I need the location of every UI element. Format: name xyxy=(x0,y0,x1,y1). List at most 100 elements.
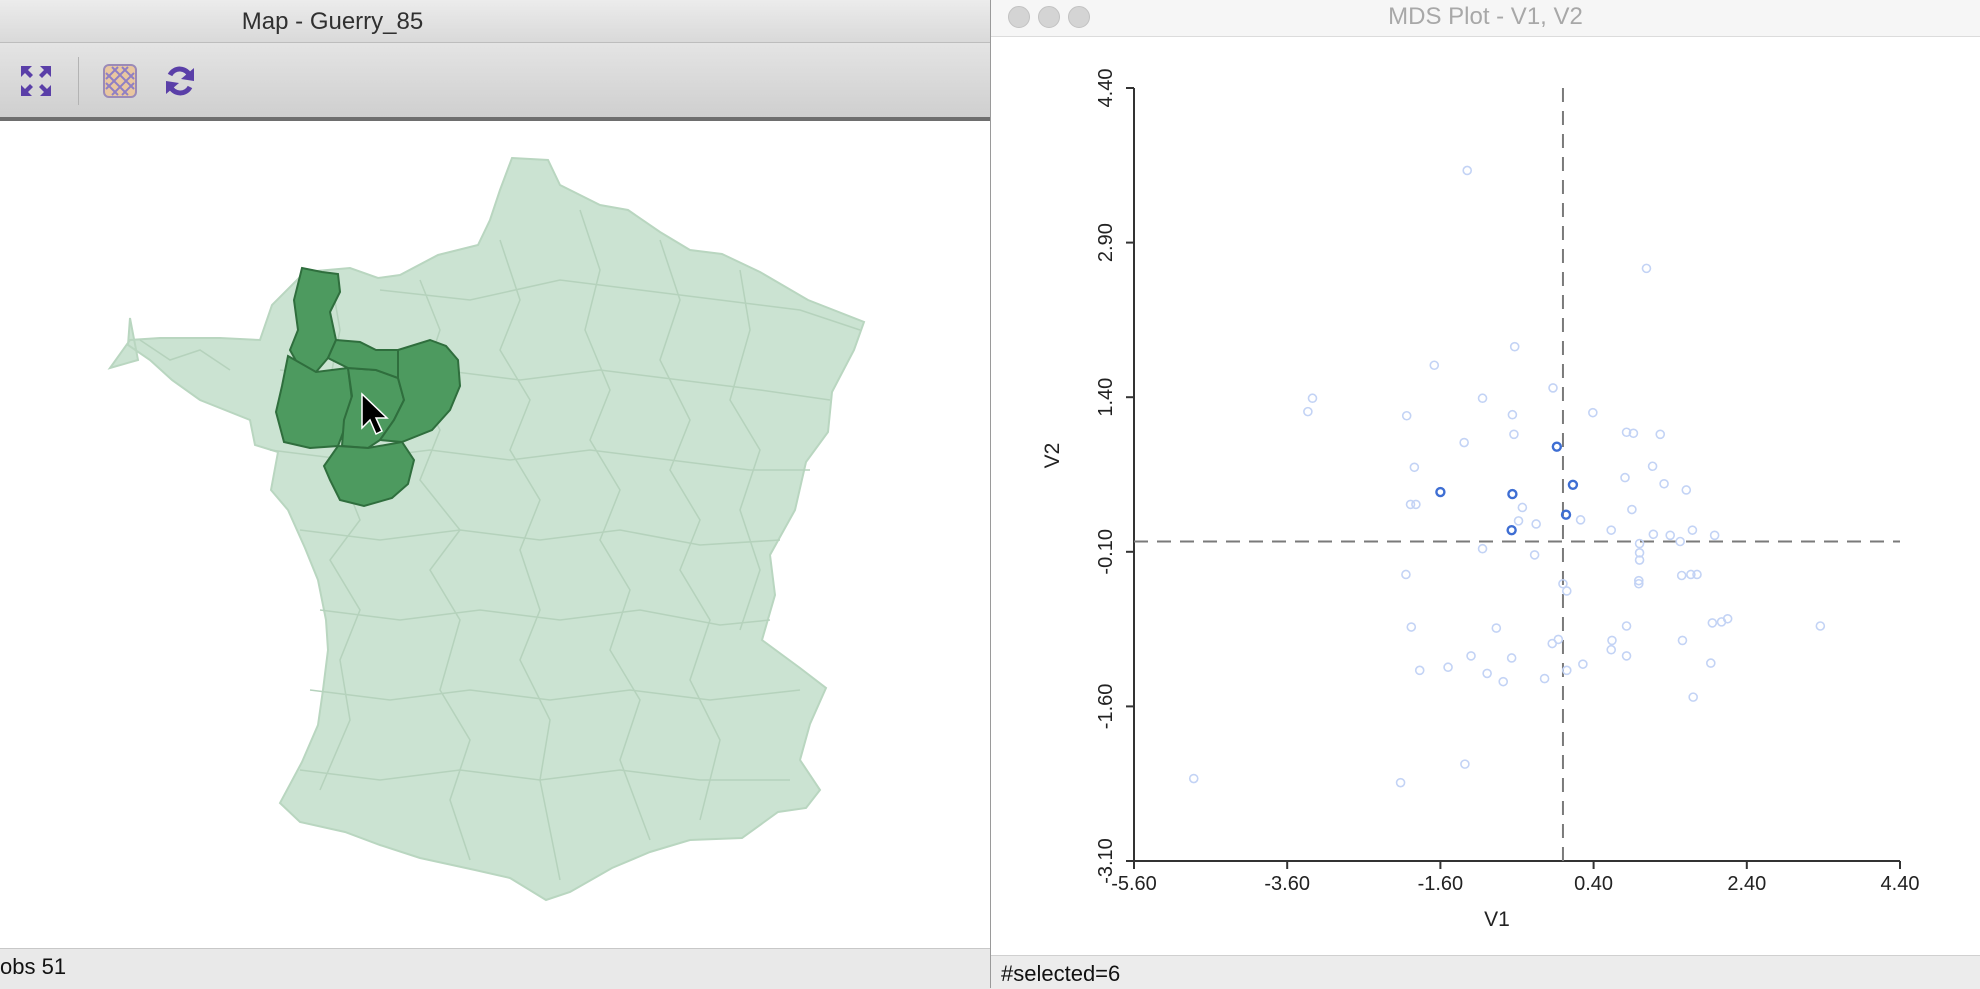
department-maine-et-loire[interactable] xyxy=(322,440,416,508)
department-sarthe[interactable] xyxy=(378,338,462,444)
mds-window-title: MDS Plot - V1, V2 xyxy=(1388,3,1583,30)
data-point[interactable] xyxy=(1676,570,1687,581)
data-point[interactable] xyxy=(1634,555,1645,565)
data-point[interactable] xyxy=(1716,617,1727,627)
data-point[interactable] xyxy=(1561,665,1572,676)
data-point[interactable] xyxy=(1677,635,1688,646)
data-point[interactable] xyxy=(1401,569,1411,580)
data-point[interactable] xyxy=(1507,409,1518,420)
data-point[interactable] xyxy=(1482,668,1492,679)
zoom-extent-button[interactable] xyxy=(16,61,56,101)
data-point[interactable] xyxy=(1606,525,1617,535)
data-point[interactable] xyxy=(1539,673,1550,684)
data-point[interactable] xyxy=(1429,360,1440,371)
data-point[interactable] xyxy=(1641,263,1652,274)
selected-data-point[interactable] xyxy=(1506,524,1517,536)
data-point[interactable] xyxy=(1307,393,1318,404)
data-point[interactable] xyxy=(1498,676,1509,687)
data-point[interactable] xyxy=(1627,504,1637,515)
data-point[interactable] xyxy=(1655,429,1666,440)
mds-window: MDS Plot - V1, V2 -5.60 -3.60 -1.60 0.40 2.4… xyxy=(991,0,1980,989)
data-point[interactable] xyxy=(1705,658,1716,668)
data-point[interactable] xyxy=(1709,530,1720,541)
data-point[interactable] xyxy=(1575,515,1586,525)
data-point[interactable] xyxy=(1665,530,1676,541)
mds-titlebar[interactable]: MDS Plot - V1, V2 xyxy=(991,0,1980,37)
department-orne[interactable] xyxy=(326,338,399,380)
data-point[interactable] xyxy=(1687,525,1698,535)
data-point[interactable] xyxy=(1506,653,1517,663)
data-point[interactable] xyxy=(1648,529,1659,540)
data-point[interactable] xyxy=(1443,662,1453,673)
map-select-button[interactable] xyxy=(100,61,140,101)
data-point[interactable] xyxy=(1303,406,1313,417)
data-point[interactable] xyxy=(1628,428,1639,439)
maximize-button[interactable] xyxy=(1068,6,1090,28)
data-point[interactable] xyxy=(1401,410,1412,421)
data-point[interactable] xyxy=(1607,635,1617,646)
data-point[interactable] xyxy=(1459,437,1469,448)
data-point[interactable] xyxy=(1692,569,1702,580)
data-point[interactable] xyxy=(1620,472,1630,483)
data-point[interactable] xyxy=(1414,665,1425,676)
data-point[interactable] xyxy=(1588,407,1598,418)
selected-data-point[interactable] xyxy=(1507,488,1518,500)
data-point[interactable] xyxy=(1548,383,1558,393)
y-tick-label: -3.10 xyxy=(1095,838,1117,884)
data-point[interactable] xyxy=(1675,536,1685,547)
data-point[interactable] xyxy=(1553,634,1564,645)
data-point[interactable] xyxy=(1460,759,1470,769)
data-point[interactable] xyxy=(1513,516,1524,526)
data-point[interactable] xyxy=(1815,621,1826,631)
data-point[interactable] xyxy=(1633,578,1644,589)
mds-plot-area[interactable]: -5.60 -3.60 -1.60 0.40 2.40 4.40 -3.10 -1.60 -0.… xyxy=(991,37,1980,955)
france-map[interactable] xyxy=(0,121,986,943)
data-point[interactable] xyxy=(1621,621,1632,631)
data-point[interactable] xyxy=(1531,519,1541,529)
selected-data-point[interactable] xyxy=(1551,441,1563,452)
data-point[interactable] xyxy=(1561,586,1572,596)
data-point[interactable] xyxy=(1477,543,1488,554)
data-point[interactable] xyxy=(1517,502,1528,513)
data-point[interactable] xyxy=(1634,538,1645,549)
toolbar-separator xyxy=(78,57,79,105)
close-button[interactable] xyxy=(1008,6,1030,28)
selected-data-point[interactable] xyxy=(1560,509,1572,520)
y-axis-label: V2 xyxy=(1041,443,1064,469)
data-point[interactable] xyxy=(1633,575,1644,586)
data-point[interactable] xyxy=(1188,773,1199,784)
minimize-button[interactable] xyxy=(1038,6,1060,28)
data-point[interactable] xyxy=(1466,651,1476,661)
data-point[interactable] xyxy=(1462,165,1473,176)
data-point[interactable] xyxy=(1659,478,1669,489)
data-point[interactable] xyxy=(1409,462,1420,473)
mds-scatter-plot[interactable]: -5.60 -3.60 -1.60 0.40 2.40 4.40 -3.10 -1.60 -0.… xyxy=(991,37,1980,955)
data-point[interactable] xyxy=(1621,427,1632,438)
data-point[interactable] xyxy=(1405,499,1416,510)
data-point[interactable] xyxy=(1395,777,1406,788)
data-point[interactable] xyxy=(1406,622,1417,632)
department-ille-et-vilaine[interactable] xyxy=(274,354,354,450)
data-point[interactable] xyxy=(1688,692,1698,702)
data-point[interactable] xyxy=(1606,644,1617,655)
data-point[interactable] xyxy=(1707,618,1718,628)
data-point[interactable] xyxy=(1686,569,1696,580)
data-point[interactable] xyxy=(1529,550,1540,560)
selected-data-point[interactable] xyxy=(1567,479,1579,491)
data-point[interactable] xyxy=(1509,341,1520,352)
data-point[interactable] xyxy=(1578,659,1588,669)
data-point[interactable] xyxy=(1681,485,1692,495)
data-point[interactable] xyxy=(1477,393,1488,404)
refresh-button[interactable] xyxy=(160,61,200,101)
data-point[interactable] xyxy=(1491,623,1502,633)
data-point[interactable] xyxy=(1411,499,1421,510)
data-point[interactable] xyxy=(1647,461,1658,472)
map-titlebar[interactable]: Map - Guerry_85 xyxy=(0,0,990,43)
selected-data-point[interactable] xyxy=(1435,486,1446,498)
data-point[interactable] xyxy=(1558,578,1568,589)
map-canvas[interactable] xyxy=(0,121,986,943)
france-departments-unselected[interactable] xyxy=(107,156,866,902)
selected-departments[interactable] xyxy=(274,266,462,508)
data-point[interactable] xyxy=(1621,651,1632,661)
data-point[interactable] xyxy=(1509,429,1519,440)
